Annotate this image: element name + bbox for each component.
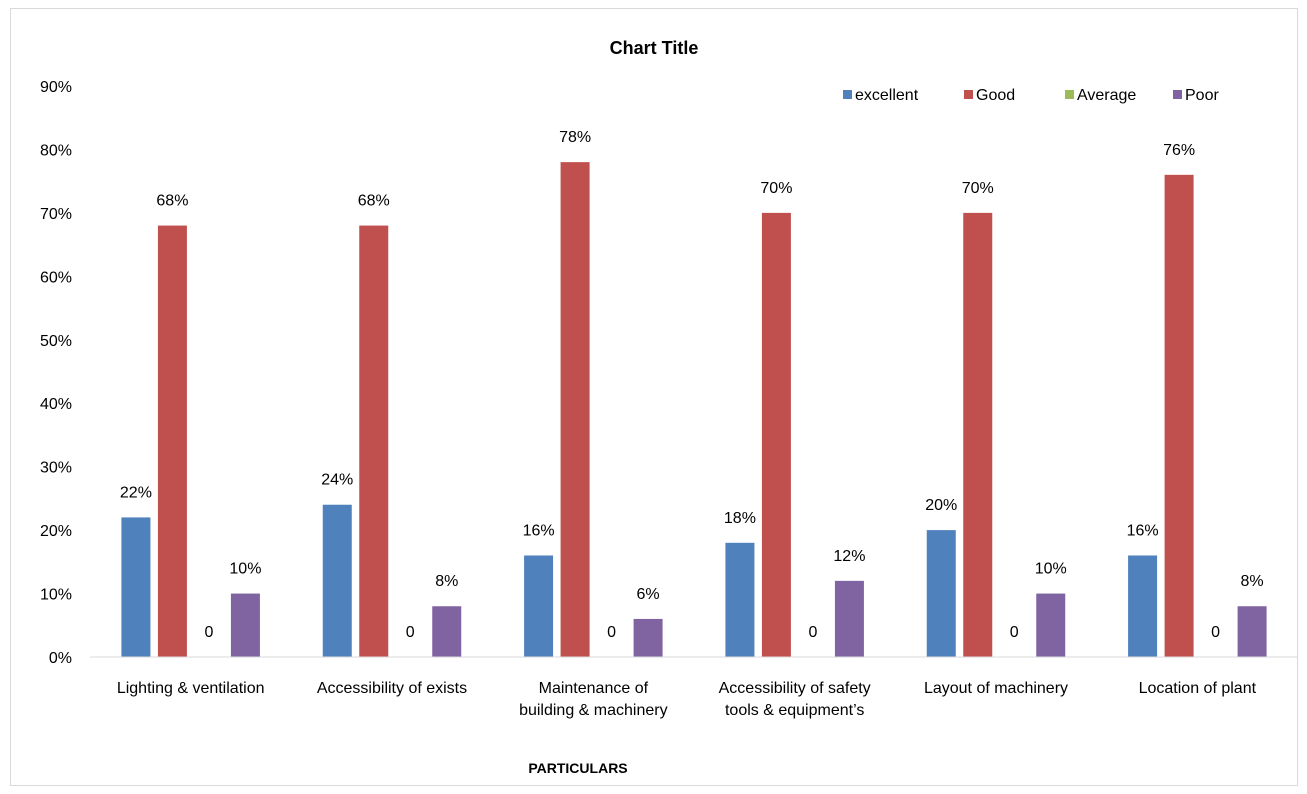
bar-poor-0 xyxy=(230,593,260,657)
bar-good-5 xyxy=(1164,174,1194,658)
bar-poor-5 xyxy=(1237,606,1267,657)
y-tick-label: 0% xyxy=(49,650,72,667)
data-label: 0 xyxy=(406,624,415,641)
x-category-label: Lighting & ventilation xyxy=(117,680,265,697)
data-label: 24% xyxy=(321,472,353,489)
x-category-label: Accessibility of safety xyxy=(719,680,871,697)
x-category-label: Layout of machinery xyxy=(924,680,1068,697)
x-category-label: Accessibility of exists xyxy=(317,680,467,697)
data-label: 0 xyxy=(1211,624,1220,641)
bar-excellent-3 xyxy=(725,542,755,657)
legend-swatch-excellent xyxy=(843,90,852,99)
y-tick-label: 60% xyxy=(40,269,72,286)
data-label: 16% xyxy=(1127,522,1159,539)
legend-label-average: Average xyxy=(1077,87,1136,104)
y-tick-label: 10% xyxy=(40,587,72,604)
data-label: 0 xyxy=(1010,624,1019,641)
bar-poor-3 xyxy=(834,580,864,657)
bar-good-0 xyxy=(157,225,187,658)
legend-label-excellent: excellent xyxy=(855,87,919,104)
y-axis: 0% 10% 20% 30% 40% 50% 60% 70% 80% 90% xyxy=(40,79,72,667)
x-axis-categories: Lighting & ventilation Accessibility of e… xyxy=(117,680,1257,719)
chart-title: Chart Title xyxy=(610,38,699,58)
bar-excellent-1 xyxy=(322,504,352,657)
y-tick-label: 50% xyxy=(40,333,72,350)
data-labels-group: 22% 24% 16% 18% 20% 16% 68% 68% 78% 70% 70% 76% 0 0 0 0… xyxy=(120,129,1264,641)
data-label: 10% xyxy=(229,561,261,578)
legend-label-good: Good xyxy=(976,87,1015,104)
y-tick-label: 90% xyxy=(40,79,72,96)
bar-excellent-4 xyxy=(926,530,956,657)
data-label: 16% xyxy=(523,522,555,539)
bar-excellent-2 xyxy=(524,555,554,657)
bar-excellent-0 xyxy=(121,517,151,657)
x-category-label: tools & equipment’s xyxy=(725,702,864,719)
y-tick-label: 80% xyxy=(40,142,72,159)
data-label: 18% xyxy=(724,510,756,527)
data-label: 76% xyxy=(1163,142,1195,159)
legend-swatch-good xyxy=(964,90,973,99)
data-label: 6% xyxy=(637,586,660,603)
legend-label-poor: Poor xyxy=(1185,87,1219,104)
data-label: 12% xyxy=(833,548,865,565)
legend-swatch-poor xyxy=(1173,90,1182,99)
x-axis-title: PARTICULARS xyxy=(528,760,627,776)
data-label: 68% xyxy=(156,193,188,210)
x-category-label: Location of plant xyxy=(1139,680,1257,697)
data-label: 0 xyxy=(607,624,616,641)
data-label: 68% xyxy=(358,193,390,210)
data-label: 0 xyxy=(808,624,817,641)
data-label: 78% xyxy=(559,129,591,146)
x-category-label: Maintenance of xyxy=(539,680,649,697)
x-category-label: building & machinery xyxy=(519,702,668,719)
bar-good-2 xyxy=(560,162,590,657)
bar-poor-2 xyxy=(633,618,663,657)
bars-group xyxy=(121,162,1267,658)
legend-swatch-average xyxy=(1065,90,1074,99)
data-label: 20% xyxy=(925,497,957,514)
bar-excellent-5 xyxy=(1128,555,1158,657)
bar-good-3 xyxy=(761,212,791,657)
bar-good-1 xyxy=(359,225,389,658)
y-tick-label: 40% xyxy=(40,396,72,413)
data-label: 10% xyxy=(1035,561,1067,578)
data-label: 22% xyxy=(120,484,152,501)
data-label: 8% xyxy=(435,573,458,590)
y-tick-label: 70% xyxy=(40,206,72,223)
y-tick-label: 30% xyxy=(40,460,72,477)
y-tick-label: 20% xyxy=(40,523,72,540)
legend: excellent Good Average Poor xyxy=(843,87,1219,104)
data-label: 70% xyxy=(760,180,792,197)
bar-poor-1 xyxy=(432,606,462,657)
bar-poor-4 xyxy=(1036,593,1066,657)
bar-good-4 xyxy=(963,212,993,657)
data-label: 8% xyxy=(1241,573,1264,590)
data-label: 70% xyxy=(962,180,994,197)
data-label: 0 xyxy=(204,624,213,641)
